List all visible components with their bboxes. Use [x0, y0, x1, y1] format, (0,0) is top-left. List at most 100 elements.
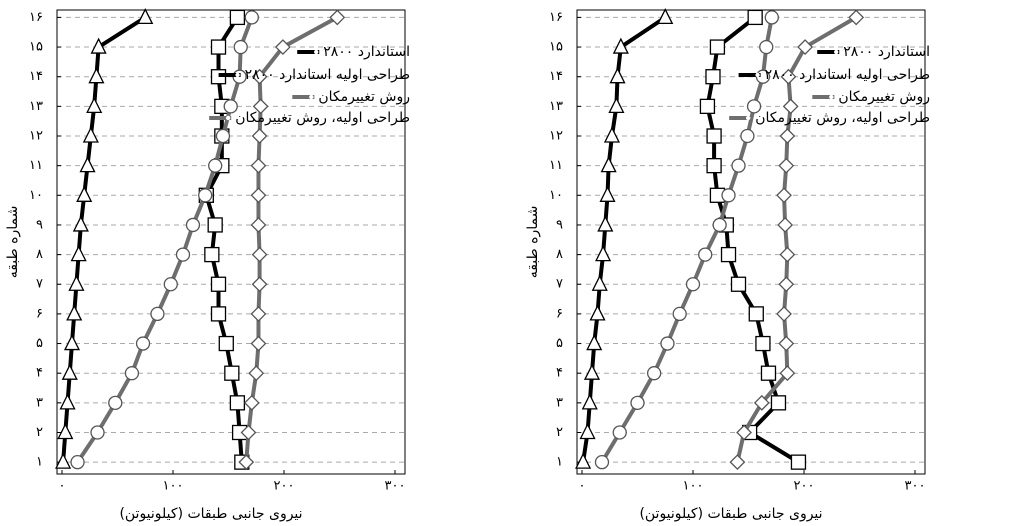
y-tick-label: ۷	[36, 277, 43, 292]
y-tick-label: ۱	[556, 455, 563, 470]
marker-diamond	[252, 98, 269, 115]
marker-triangle	[57, 423, 74, 440]
y-axis-label: شماره طبقه	[525, 206, 541, 279]
marker-circle	[163, 277, 178, 292]
marker-triangle	[608, 96, 625, 114]
legend-label: طراحی اولیه، روش تغییرمکان	[755, 110, 930, 126]
legend-dot	[314, 49, 319, 55]
marker-circle	[672, 306, 687, 322]
marker-diamond	[779, 365, 796, 382]
y-tick-label: ۶	[556, 306, 563, 321]
marker-triangle	[579, 423, 596, 440]
x-axis-label: نیروی جانبی طبقات (کیلونیوتن)	[119, 506, 302, 522]
y-tick-label: ۲	[36, 425, 43, 440]
marker-diamond	[780, 68, 797, 85]
marker-triangle	[79, 156, 96, 173]
marker-triangle	[66, 304, 83, 321]
marker-diamond	[778, 157, 795, 174]
marker-diamond	[729, 454, 746, 471]
marker-square	[224, 365, 240, 381]
y-tick-label: ۷	[556, 277, 563, 292]
marker-circle	[233, 39, 248, 55]
marker-square	[706, 128, 722, 144]
y-tick-label: ۵	[36, 336, 43, 351]
marker-square	[760, 365, 777, 381]
marker-circle	[215, 128, 231, 144]
y-tick-label: ۴	[556, 366, 563, 381]
marker-circle	[135, 336, 151, 351]
marker-square	[747, 9, 763, 26]
marker-circle	[208, 158, 223, 173]
marker-diamond	[778, 276, 795, 293]
marker-circle	[685, 277, 701, 292]
marker-diamond	[736, 424, 752, 441]
marker-triangle	[68, 274, 85, 291]
y-tick-label: ۶	[36, 306, 43, 321]
legend-label: طراحی اولیه استاندارد ۲۸۰۰	[765, 67, 930, 83]
marker-circle	[223, 99, 238, 114]
marker-circle	[759, 39, 774, 55]
marker-diamond	[778, 335, 795, 352]
y-tick-label: ۱۴	[549, 69, 563, 84]
legend-dot	[755, 72, 760, 78]
marker-diamond	[251, 68, 268, 85]
y-tick-label: ۱۶	[29, 10, 43, 25]
marker-triangle	[59, 393, 76, 410]
marker-triangle	[600, 156, 617, 173]
marker-diamond	[776, 187, 792, 204]
marker-circle	[698, 247, 713, 262]
marker-circle	[746, 99, 762, 114]
marker-square	[229, 395, 246, 411]
marker-circle	[108, 395, 123, 410]
x-tick-label: ۱۰۰	[683, 479, 704, 494]
marker-triangle	[86, 96, 103, 114]
x-tick-label: ۳۰۰	[385, 479, 406, 494]
marker-circle	[630, 395, 645, 410]
y-tick-label: ۸	[36, 247, 43, 262]
marker-circle	[721, 188, 736, 203]
marker-diamond	[274, 39, 291, 55]
legend-dot	[745, 115, 751, 121]
marker-diamond	[753, 394, 770, 411]
x-tick-label: ۱۰۰	[163, 479, 184, 494]
legend-label: روش تغییرمکان	[318, 89, 410, 105]
marker-circle	[198, 188, 213, 203]
series-line	[600, 17, 774, 464]
marker-circle	[660, 336, 675, 351]
marker-diamond	[240, 424, 257, 441]
legend-label: طراحی اولیه استاندارد ۲۸۰۰	[245, 67, 410, 83]
legend-label: استاندارد ۲۸۰۰	[843, 44, 930, 60]
marker-square	[755, 335, 771, 352]
marker-square	[790, 454, 807, 470]
marker-triangle	[657, 7, 674, 25]
marker-triangle	[137, 7, 154, 25]
marker-circle	[712, 217, 727, 233]
marker-square	[229, 9, 246, 26]
y-tick-label: ۱۵	[29, 40, 43, 55]
marker-diamond	[250, 157, 267, 174]
marker-square	[699, 98, 716, 115]
marker-triangle	[55, 452, 72, 469]
marker-triangle	[591, 274, 608, 291]
legend-label: روش تغییرمکان	[838, 89, 930, 105]
marker-diamond	[251, 276, 268, 293]
marker-triangle	[575, 452, 592, 469]
series-line	[244, 15, 339, 463]
marker-diamond	[779, 128, 796, 144]
marker-diamond	[250, 217, 267, 233]
legend-label: استاندارد ۲۸۰۰	[323, 44, 410, 60]
legend-dot	[235, 72, 240, 78]
y-tick-label: ۸	[556, 247, 563, 262]
y-tick-label: ۹	[556, 217, 563, 232]
marker-diamond	[238, 454, 255, 471]
marker-triangle	[88, 67, 105, 84]
y-tick-label: ۱۱	[29, 158, 43, 173]
y-tick-label: ۱۵	[549, 40, 563, 55]
marker-triangle	[72, 215, 89, 232]
marker-triangle	[90, 37, 107, 54]
y-tick-label: ۲	[556, 425, 563, 440]
